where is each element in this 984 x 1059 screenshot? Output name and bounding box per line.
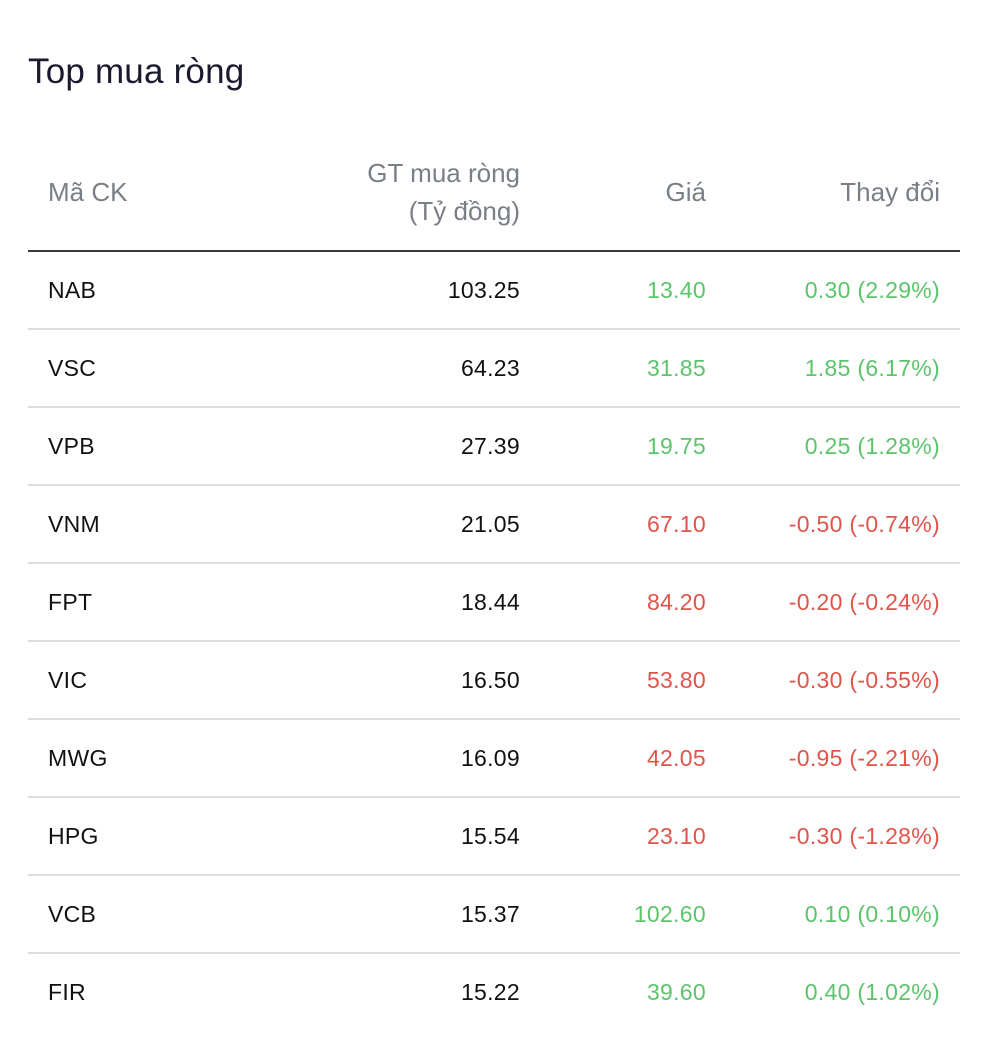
change-value: -0.95 (-2.21%) [706,719,960,798]
price-value: 67.10 [520,485,706,564]
table-row[interactable]: VCB 15.37 102.60 0.10 (0.10%) [28,875,960,954]
stock-code[interactable]: FIR [48,978,86,1005]
price-value: 13.40 [520,251,706,330]
change-value: 1.85 (6.17%) [706,329,960,408]
stock-code[interactable]: VPB [28,407,228,486]
net-buy-value: 103.25 [228,251,520,330]
table-row[interactable]: FPT 18.44 84.20 -0.20 (-0.24%) [28,563,960,642]
price-value: 31.85 [520,329,706,408]
change-value: -0.50 (-0.74%) [706,485,960,564]
widget-title: Top mua ròng [28,52,245,91]
header-row: Mã CK GT mua ròng (Tỷ đồng) Giá Thay đổi [28,134,960,252]
header-net-buy-value: GT mua ròng (Tỷ đồng) [228,134,520,252]
net-buy-value: 15.22 [460,978,520,1005]
stock-code[interactable]: HPG [28,797,228,876]
table-row[interactable]: VNM 21.05 67.10 -0.50 (-0.74%) [28,485,960,564]
price-value: 19.75 [520,407,706,486]
table-body: NAB 103.25 13.40 0.30 (2.29%) VSC 64.23 … [28,251,960,1030]
header-net-buy-label: GT mua ròng [367,158,520,188]
stock-code[interactable]: VNM [28,485,228,564]
net-buy-value: 16.50 [228,641,520,720]
net-buy-table: Mã CK GT mua ròng (Tỷ đồng) Giá Thay đổi… [28,134,960,1030]
price-value: 53.80 [520,641,706,720]
net-buy-value: 15.37 [228,875,520,954]
stock-code[interactable]: NAB [28,251,228,330]
price-value: 42.05 [520,719,706,798]
net-buy-value: 16.09 [228,719,520,798]
stock-code[interactable]: VIC [28,641,228,720]
price-value: 39.60 [646,978,706,1005]
net-buy-value: 18.44 [228,563,520,642]
stock-code[interactable]: VSC [28,329,228,408]
table-row[interactable]: VSC 64.23 31.85 1.85 (6.17%) [28,329,960,408]
price-value: 84.20 [520,563,706,642]
table-row[interactable]: FIR 15.22 39.60 0.40 (1.02%) [28,953,960,1030]
net-buy-value: 15.54 [228,797,520,876]
net-buy-value: 21.05 [228,485,520,564]
stock-code[interactable]: FPT [28,563,228,642]
table-row[interactable]: MWG 16.09 42.05 -0.95 (-2.21%) [28,719,960,798]
net-buy-value: 27.39 [228,407,520,486]
table-row[interactable]: NAB 103.25 13.40 0.30 (2.29%) [28,251,960,330]
price-value: 102.60 [520,875,706,954]
table-row[interactable]: VPB 27.39 19.75 0.25 (1.28%) [28,407,960,486]
header-change: Thay đổi [706,134,960,252]
stock-code[interactable]: MWG [28,719,228,798]
change-value: 0.10 (0.10%) [706,875,960,954]
table-row[interactable]: HPG 15.54 23.10 -0.30 (-1.28%) [28,797,960,876]
net-buy-value: 64.23 [228,329,520,408]
header-stock-code: Mã CK [28,134,228,252]
stock-code[interactable]: VCB [28,875,228,954]
table-header: Mã CK GT mua ròng (Tỷ đồng) Giá Thay đổi [28,134,960,252]
change-value: 0.30 (2.29%) [706,251,960,330]
header-price: Giá [520,134,706,252]
change-value: 0.40 (1.02%) [804,978,940,1005]
header-net-buy-unit: (Tỷ đồng) [408,196,520,226]
table-row[interactable]: VIC 16.50 53.80 -0.30 (-0.55%) [28,641,960,720]
change-value: 0.25 (1.28%) [706,407,960,486]
change-value: -0.30 (-1.28%) [706,797,960,876]
change-value: -0.30 (-0.55%) [706,641,960,720]
price-value: 23.10 [520,797,706,876]
change-value: -0.20 (-0.24%) [706,563,960,642]
